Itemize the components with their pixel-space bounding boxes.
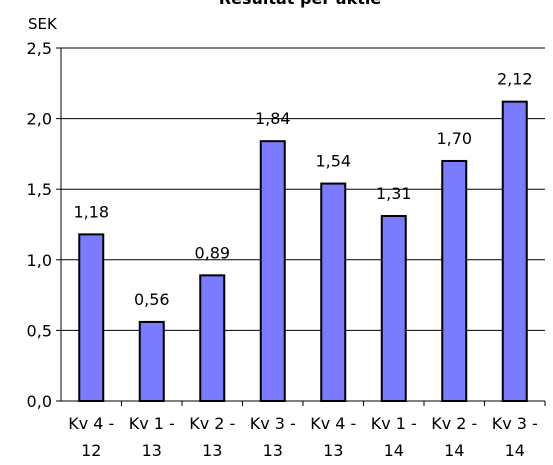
value-labels: 1,18 0,56 0,89 1,84 1,54 1,31 1,70 2,12 (73, 70, 532, 309)
x-category-label: Kv 3 - (250, 414, 296, 433)
x-category-label: 14 (444, 441, 464, 460)
axes (60, 48, 545, 402)
y-tick-label: 1,0 (27, 251, 52, 270)
x-category-label: Kv 1 - (371, 414, 417, 433)
y-tick-label: 0,5 (27, 321, 52, 340)
bar (138, 320, 165, 403)
value-label: 1,54 (315, 152, 351, 171)
bar (380, 215, 407, 402)
value-label: 0,56 (134, 290, 170, 309)
bars (78, 100, 528, 403)
x-category-label: 14 (384, 441, 404, 460)
x-category-label: 12 (81, 441, 101, 460)
bar (199, 274, 226, 402)
x-category-label: Kv 4 - (310, 414, 356, 433)
value-label: 1,31 (376, 184, 412, 203)
x-category-label: 13 (263, 441, 283, 460)
gridlines (61, 47, 545, 331)
bar (441, 159, 468, 402)
bar (320, 182, 347, 402)
x-category-label: 14 (505, 441, 525, 460)
value-label: 2,12 (497, 70, 533, 89)
x-category-label: Kv 2 - (189, 414, 235, 433)
y-tick-label: 0,0 (27, 392, 52, 411)
x-category-label: Kv 4 - (68, 414, 114, 433)
chart-title: Resultat per aktie (219, 0, 382, 8)
x-category-label: 13 (142, 441, 162, 460)
y-tick-labels: 0,0 0,5 1,0 1,5 2,0 2,5 (27, 39, 61, 411)
x-category-label: Kv 3 - (492, 414, 538, 433)
x-category-label: Kv 1 - (129, 414, 175, 433)
y-tick-label: 1,5 (27, 180, 52, 199)
y-axis-unit-label: SEK (28, 15, 58, 33)
y-tick-label: 2,5 (27, 39, 52, 58)
bar (78, 233, 105, 402)
value-label: 1,84 (255, 109, 291, 128)
value-label: 1,18 (73, 202, 109, 221)
value-label: 0,89 (194, 243, 230, 262)
value-label: 1,70 (436, 129, 472, 148)
x-category-labels: Kv 4 - 12 Kv 1 - 13 Kv 2 - 13 Kv 3 - 13 Kv 4 - 13… (68, 401, 546, 460)
y-tick-label: 2,0 (27, 110, 52, 129)
bar (501, 100, 528, 402)
x-category-label: 13 (323, 441, 343, 460)
bar (259, 140, 286, 403)
x-category-label: 13 (202, 441, 222, 460)
x-category-label: Kv 2 - (431, 414, 477, 433)
